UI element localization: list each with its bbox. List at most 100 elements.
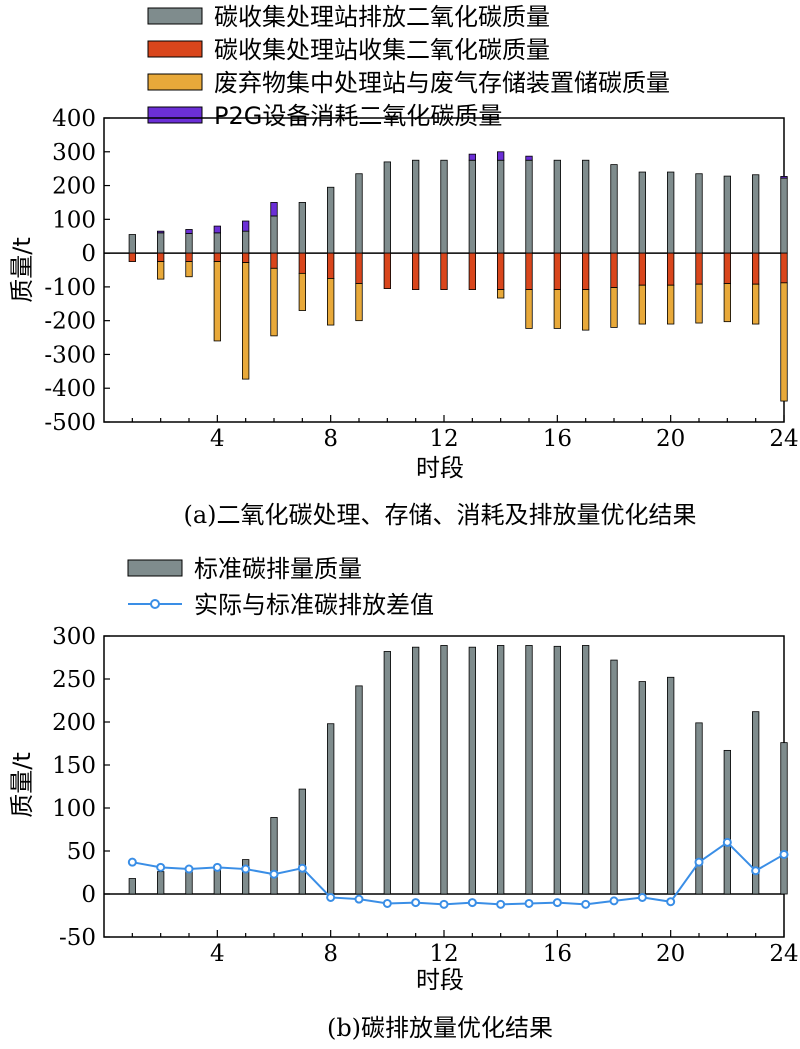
- bar-emission: [667, 171, 675, 254]
- marks-b: [127, 645, 789, 909]
- y-axis-label-a: 质量/t: [8, 237, 36, 303]
- x-tick-label-a: 20: [656, 426, 685, 452]
- bar-collection: [582, 252, 590, 290]
- point-difference: [581, 899, 591, 909]
- bar-standard-emission: [638, 681, 646, 895]
- bar-emission: [440, 159, 448, 254]
- point-difference: [411, 898, 421, 908]
- bar-emission: [270, 215, 278, 254]
- bar-collection: [695, 252, 703, 285]
- bar-collection: [497, 252, 505, 290]
- bar-collection: [610, 252, 618, 288]
- legend-swatch-a: [147, 73, 203, 91]
- bar-standard-emission: [497, 645, 505, 895]
- bar-standard-emission: [128, 878, 136, 895]
- bar-standard-emission: [553, 645, 561, 895]
- point-difference: [297, 863, 307, 873]
- point-difference: [212, 862, 222, 872]
- point-difference: [382, 898, 392, 908]
- bar-collection: [185, 252, 193, 262]
- bar-emission: [128, 234, 136, 254]
- bar-p2g: [497, 151, 505, 161]
- bar-collection: [638, 252, 646, 286]
- bar-storage: [780, 282, 788, 402]
- bar-storage: [525, 289, 533, 329]
- legend-a: 碳收集处理站排放二氧化碳质量碳收集处理站收集二氧化碳质量废弃物集中处理站与废气存…: [147, 3, 670, 130]
- x-axis-label-b: 时段: [416, 966, 464, 994]
- bar-emission: [497, 159, 505, 254]
- legend-label-a: 碳收集处理站收集二氧化碳质量: [214, 36, 550, 64]
- bar-standard-emission: [383, 651, 391, 895]
- bar-collection: [270, 252, 278, 269]
- bar-storage: [553, 289, 561, 329]
- bar-collection: [468, 252, 476, 290]
- bar-standard-emission: [412, 646, 420, 895]
- y-tick-label-a: -300: [44, 342, 96, 368]
- bar-storage: [242, 262, 250, 380]
- point-difference: [609, 896, 619, 906]
- point-difference: [637, 892, 647, 902]
- bar-collection: [440, 252, 448, 290]
- x-tick-label-b: 4: [210, 941, 225, 967]
- bar-collection: [327, 252, 335, 279]
- bar-storage: [213, 261, 221, 342]
- bar-collection: [723, 252, 731, 284]
- bar-emission: [213, 232, 221, 254]
- y-tick-label-b: 100: [52, 796, 96, 822]
- point-difference: [156, 862, 166, 872]
- bar-emission: [582, 159, 590, 254]
- marks-a: [128, 151, 788, 402]
- x-tick-label-b: 8: [323, 941, 338, 967]
- bar-storage: [723, 283, 731, 323]
- bar-standard-emission: [440, 645, 448, 895]
- bar-storage: [610, 287, 618, 328]
- x-tick-label-a: 4: [210, 426, 225, 452]
- x-axis-label-a: 时段: [416, 454, 464, 482]
- bar-collection: [525, 252, 533, 290]
- bar-p2g: [242, 220, 250, 232]
- point-difference: [779, 849, 789, 859]
- legend-swatch-a: [147, 40, 203, 58]
- bar-p2g: [780, 176, 788, 179]
- bar-storage: [185, 261, 193, 278]
- bar-emission: [298, 202, 306, 254]
- bar-emission: [553, 159, 561, 254]
- bar-emission: [638, 171, 646, 254]
- bar-emission: [468, 159, 476, 254]
- bar-collection: [412, 252, 420, 290]
- bar-standard-emission: [157, 871, 165, 895]
- bar-storage: [355, 283, 363, 322]
- bar-emission: [610, 164, 618, 254]
- y-tick-label-a: 0: [81, 241, 96, 267]
- bar-collection: [780, 252, 788, 284]
- bar-standard-emission: [327, 723, 335, 895]
- x-tick-label-a: 24: [769, 426, 798, 452]
- y-tick-label-a: -200: [44, 309, 96, 335]
- bar-p2g: [468, 153, 476, 161]
- point-difference: [722, 837, 732, 847]
- y-tick-label-a: -400: [44, 376, 96, 402]
- bar-storage: [157, 261, 165, 280]
- legend-swatch-a: [147, 106, 203, 124]
- axes-b: -50 0 50 100 150 200 250 300 4 8 12 16 20 24: [52, 624, 799, 967]
- legend-label-b: 实际与标准碳排放差值: [194, 591, 434, 619]
- y-tick-label-a: -500: [44, 410, 96, 436]
- bar-storage: [638, 284, 646, 325]
- bar-storage: [497, 289, 505, 299]
- bar-collection: [355, 252, 363, 284]
- caption-b: (b)碳排放量优化结果: [327, 1014, 553, 1042]
- bar-emission: [752, 174, 760, 254]
- bar-standard-emission: [667, 676, 675, 895]
- bar-standard-emission: [610, 659, 618, 895]
- y-tick-label-b: -50: [59, 925, 96, 951]
- axes-a: -500 -400 -300 -200 -100 0 100 200 300 400 4 8 12 16 2…: [44, 106, 798, 452]
- bar-storage: [582, 289, 590, 331]
- y-tick-label-b: 150: [52, 753, 96, 779]
- point-difference: [127, 857, 137, 867]
- bar-emission: [695, 173, 703, 254]
- bar-p2g: [270, 202, 278, 217]
- bar-standard-emission: [355, 685, 363, 895]
- bar-standard-emission: [582, 645, 590, 895]
- x-tick-label-a: 16: [543, 426, 572, 452]
